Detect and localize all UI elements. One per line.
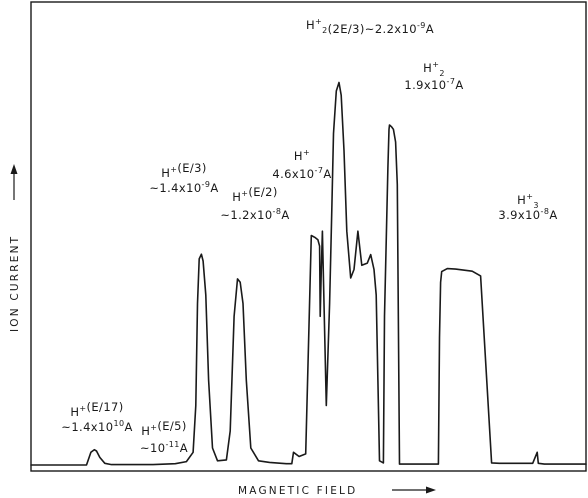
peak-label-current: 3.9x10-8A: [498, 207, 557, 222]
peak-label-ion: H+(E/5): [141, 419, 187, 438]
peak-label-ion: H+3: [517, 192, 539, 210]
plot-frame: [30, 1, 587, 472]
x-axis-arrowhead: [426, 486, 436, 494]
ion-current-trace: [30, 81, 587, 466]
peak-label-ion: H+2: [423, 60, 445, 78]
peak-label-current: ~1.4x10-9A: [149, 180, 218, 195]
y-axis-arrowhead: [10, 164, 18, 174]
peak-label-ion: H+(E/17): [70, 400, 123, 419]
y-axis-label: ION CURRENT: [9, 235, 21, 332]
peak-label-current: ~1.2x10-8A: [220, 207, 289, 222]
peak-label-current: 4.6x10-7A: [272, 166, 331, 181]
peak-label-current: ~1.4x1010A: [61, 419, 132, 434]
peak-label-current: ~10-11A: [140, 440, 188, 455]
peak-label-current: 1.9x10-7A: [404, 77, 463, 92]
peak-label: H+2(2E/3)~2.2x10-9A: [306, 17, 434, 36]
peak-label-ion: H+: [294, 148, 310, 163]
peak-label-ion: H+(E/3): [161, 161, 207, 180]
peak-label-ion: H+(E/2): [232, 185, 278, 204]
x-axis-label: MAGNETIC FIELD: [238, 485, 357, 497]
